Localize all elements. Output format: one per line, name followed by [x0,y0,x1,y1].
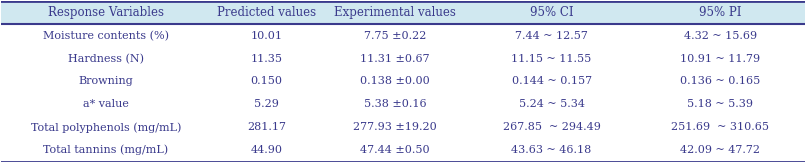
Text: Experimental values: Experimental values [334,6,456,19]
Text: 277.93 ±19.20: 277.93 ±19.20 [353,122,437,132]
Bar [2,139,804,162]
Text: 10.91 ~ 11.79: 10.91 ~ 11.79 [680,54,760,64]
Text: Total tannins (mg/mL): Total tannins (mg/mL) [44,145,168,156]
Text: 4.32 ~ 15.69: 4.32 ~ 15.69 [683,31,757,41]
Text: 10.01: 10.01 [251,31,282,41]
Text: Predicted values: Predicted values [217,6,316,19]
Text: 47.44 ±0.50: 47.44 ±0.50 [360,145,430,155]
Bar [2,47,804,70]
Text: 281.17: 281.17 [247,122,286,132]
Text: a* value: a* value [83,99,129,109]
Text: 0.138 ±0.00: 0.138 ±0.00 [360,76,430,87]
Text: 251.69  ~ 310.65: 251.69 ~ 310.65 [671,122,769,132]
Text: 95% PI: 95% PI [699,6,742,19]
Text: 43.63 ~ 46.18: 43.63 ~ 46.18 [512,145,592,155]
Text: Moisture contents (%): Moisture contents (%) [43,31,168,41]
Text: 11.31 ±0.67: 11.31 ±0.67 [360,54,430,64]
Bar [2,93,804,116]
Text: 7.75 ±0.22: 7.75 ±0.22 [364,31,426,41]
Text: 0.136 ~ 0.165: 0.136 ~ 0.165 [680,76,760,87]
Text: 5.38 ±0.16: 5.38 ±0.16 [364,99,426,109]
Bar [2,1,804,24]
Text: Total polyphenols (mg/mL): Total polyphenols (mg/mL) [31,122,181,133]
Bar [2,116,804,139]
Text: 5.18 ~ 5.39: 5.18 ~ 5.39 [688,99,754,109]
Bar [2,70,804,93]
Text: Response Variables: Response Variables [48,6,164,19]
Text: 44.90: 44.90 [251,145,282,155]
Text: 7.44 ~ 12.57: 7.44 ~ 12.57 [515,31,588,41]
Text: 0.150: 0.150 [251,76,282,87]
Text: Hardness (N): Hardness (N) [68,53,143,64]
Text: 11.35: 11.35 [251,54,282,64]
Text: 95% CI: 95% CI [530,6,573,19]
Text: 11.15 ~ 11.55: 11.15 ~ 11.55 [512,54,592,64]
Text: 42.09 ~ 47.72: 42.09 ~ 47.72 [680,145,760,155]
Bar [2,24,804,47]
Text: 0.144 ~ 0.157: 0.144 ~ 0.157 [512,76,592,87]
Text: 5.24 ~ 5.34: 5.24 ~ 5.34 [518,99,584,109]
Text: Browning: Browning [78,76,133,87]
Text: 267.85  ~ 294.49: 267.85 ~ 294.49 [503,122,600,132]
Text: 5.29: 5.29 [254,99,279,109]
